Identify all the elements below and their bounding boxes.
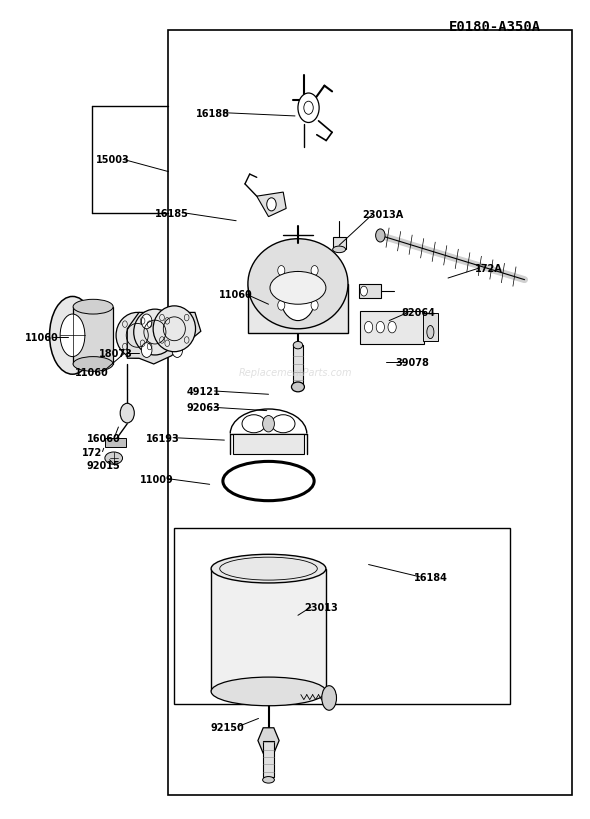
Text: ReplacementParts.com: ReplacementParts.com — [238, 368, 352, 378]
Text: 11060: 11060 — [25, 333, 59, 342]
Circle shape — [267, 198, 276, 211]
Text: 92015: 92015 — [87, 460, 120, 470]
Ellipse shape — [322, 686, 336, 710]
Ellipse shape — [291, 382, 304, 392]
Ellipse shape — [293, 342, 303, 350]
Ellipse shape — [116, 313, 159, 359]
Bar — [73, 307, 113, 364]
Text: 16188: 16188 — [196, 109, 230, 119]
Bar — [359, 284, 381, 299]
Text: 92150: 92150 — [211, 722, 244, 731]
Text: 16184: 16184 — [414, 572, 447, 582]
Bar — [233, 434, 304, 455]
Circle shape — [120, 404, 135, 423]
Ellipse shape — [50, 297, 96, 375]
Ellipse shape — [134, 310, 176, 355]
Text: 16060: 16060 — [87, 433, 120, 443]
Ellipse shape — [280, 272, 316, 321]
Text: 16185: 16185 — [155, 208, 188, 219]
Text: 11009: 11009 — [140, 474, 173, 484]
Bar — [211, 569, 326, 691]
Text: 82064: 82064 — [402, 308, 435, 318]
Text: 172: 172 — [82, 447, 102, 457]
Text: 23013A: 23013A — [363, 210, 404, 220]
Ellipse shape — [427, 326, 434, 339]
Text: 172A: 172A — [476, 264, 503, 274]
Ellipse shape — [271, 415, 295, 433]
Bar — [174, 528, 510, 704]
Polygon shape — [258, 728, 279, 753]
Circle shape — [376, 229, 385, 242]
Text: 11060: 11060 — [75, 368, 109, 378]
Ellipse shape — [270, 272, 326, 305]
Text: 39078: 39078 — [396, 357, 430, 367]
Ellipse shape — [263, 776, 274, 783]
Bar — [248, 284, 348, 333]
Text: 23013: 23013 — [304, 602, 338, 613]
Ellipse shape — [105, 452, 123, 464]
Circle shape — [311, 266, 318, 276]
Circle shape — [278, 301, 285, 310]
Text: E0180-A350A: E0180-A350A — [449, 20, 541, 34]
Circle shape — [298, 94, 319, 124]
Circle shape — [278, 266, 285, 276]
Bar — [360, 311, 424, 344]
Circle shape — [142, 343, 152, 358]
Circle shape — [311, 301, 318, 310]
Circle shape — [263, 416, 274, 432]
Circle shape — [360, 287, 368, 296]
Bar — [423, 314, 438, 342]
Ellipse shape — [248, 239, 348, 329]
Circle shape — [376, 322, 385, 333]
Ellipse shape — [153, 306, 195, 352]
Ellipse shape — [60, 314, 85, 357]
Bar — [106, 439, 126, 447]
Ellipse shape — [211, 677, 326, 706]
Text: 16193: 16193 — [146, 433, 179, 443]
Text: 11060: 11060 — [219, 290, 253, 300]
Circle shape — [172, 343, 182, 358]
Bar — [263, 740, 274, 777]
Polygon shape — [257, 192, 286, 217]
Text: 15003: 15003 — [96, 155, 129, 165]
Circle shape — [388, 322, 396, 333]
Text: 49121: 49121 — [187, 387, 221, 396]
Circle shape — [142, 314, 152, 329]
Bar — [333, 238, 346, 250]
Ellipse shape — [73, 300, 113, 314]
Circle shape — [172, 314, 182, 329]
Ellipse shape — [211, 554, 326, 583]
Text: 92063: 92063 — [187, 403, 221, 413]
Ellipse shape — [223, 462, 314, 501]
Ellipse shape — [333, 247, 346, 253]
Ellipse shape — [242, 415, 266, 433]
Bar — [293, 346, 303, 385]
Bar — [169, 31, 572, 795]
Polygon shape — [127, 313, 201, 364]
Ellipse shape — [73, 357, 113, 372]
Circle shape — [365, 322, 373, 333]
Text: 18073: 18073 — [99, 349, 132, 359]
